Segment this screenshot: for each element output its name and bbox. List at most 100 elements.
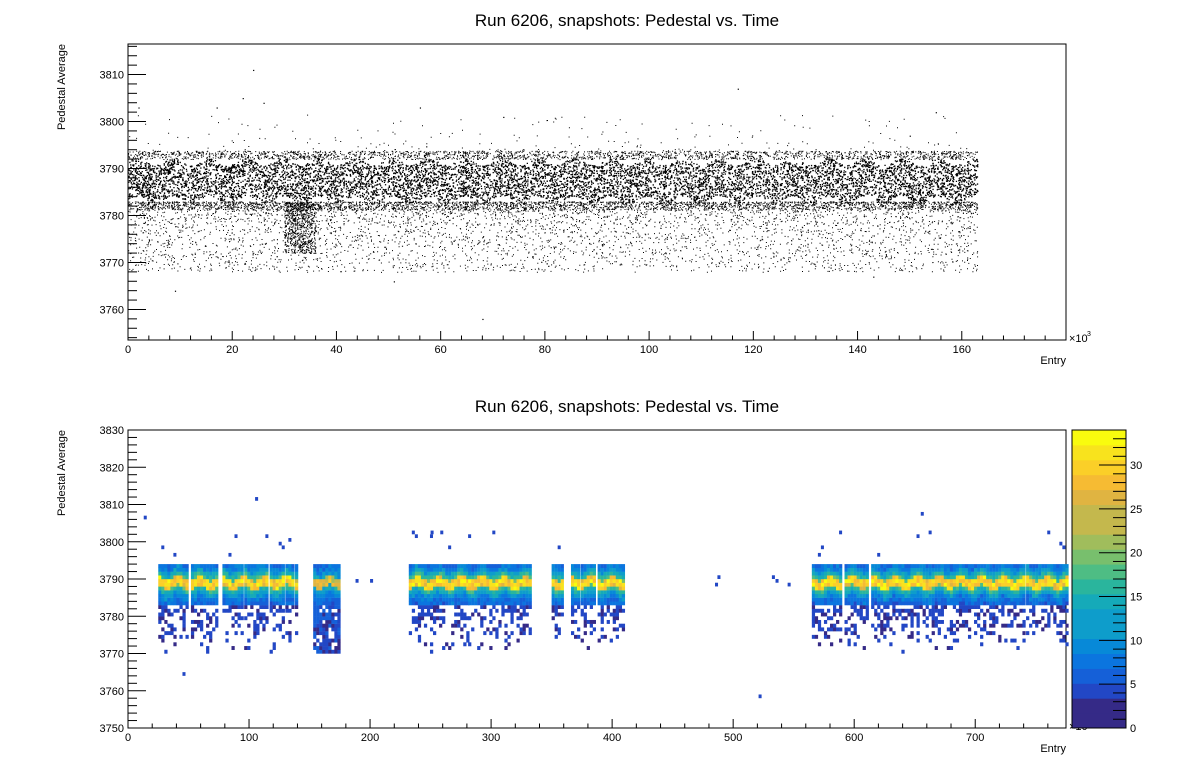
- scatter-points: [128, 69, 979, 321]
- outlier-point: [503, 116, 505, 119]
- outlier-point: [263, 102, 265, 104]
- colorbar-swatch: [1072, 653, 1126, 669]
- outlier-point: [419, 107, 422, 109]
- x-tick-label: 160: [953, 344, 971, 356]
- y-axis-label: Pedestal Average: [56, 44, 68, 130]
- heatmap-segment: [844, 564, 863, 647]
- x-tick-label: 80: [539, 344, 551, 356]
- colorbar-swatch: [1072, 459, 1126, 476]
- plot-2: Run 6206, snapshots: Pedestal vs. Time Pe…: [56, 397, 1091, 755]
- heatmap-segment: [295, 564, 299, 636]
- x-tick-label: 140: [848, 344, 866, 356]
- isolated-cell: [440, 530, 444, 535]
- heatmap-segment: [1026, 530, 1069, 647]
- colorbar-swatch: [1072, 593, 1126, 610]
- low-tail: [128, 201, 979, 273]
- colorbar-swatch: [1072, 713, 1126, 729]
- outlier-point: [909, 135, 911, 137]
- y-tick-label: 3780: [100, 611, 124, 623]
- colorbar-swatch: [1072, 579, 1126, 595]
- isolated-cell: [787, 582, 791, 587]
- colorbar-swatch: [1072, 549, 1126, 565]
- isolated-cell: [370, 579, 374, 583]
- outlier-point: [253, 69, 255, 72]
- x-tick-label: 400: [603, 732, 621, 744]
- y-tick-label: 3810: [100, 70, 124, 82]
- colorbar-swatch: [1072, 638, 1126, 654]
- x-tick-label: 700: [966, 732, 984, 744]
- isolated-cell: [775, 579, 779, 583]
- colorbar-tick-label: 15: [1130, 592, 1142, 604]
- colorbar: 0 5 10 15 20 25 30: [1071, 429, 1142, 735]
- heatmap-segment: [244, 534, 269, 650]
- colorbar-swatch: [1072, 430, 1126, 446]
- y-tick-label: 3750: [100, 723, 124, 735]
- y-tick-label: 3790: [100, 574, 124, 586]
- colorbar-tick-label: 0: [1130, 723, 1136, 735]
- y-tick-label: 3810: [100, 500, 124, 512]
- y-tick-label: 3800: [100, 117, 124, 129]
- chart-title: Run 6206, snapshots: Pedestal vs. Time: [475, 11, 779, 30]
- y-tick-label: 3800: [100, 537, 124, 549]
- y-tick-label: 3830: [100, 425, 124, 437]
- outlier-point: [935, 112, 937, 114]
- heatmap-segment: [570, 564, 581, 639]
- chart-title: Run 6206, snapshots: Pedestal vs. Time: [475, 397, 779, 416]
- outlier-point: [873, 276, 875, 278]
- colorbar-swatch: [1072, 504, 1126, 520]
- y-tick-label: 3820: [100, 462, 124, 474]
- x-tick-label: 0: [125, 344, 131, 356]
- heatmap-segment: [190, 564, 219, 654]
- isolated-cell: [920, 511, 924, 516]
- heatmap-segment: [862, 564, 869, 650]
- colorbar-tick-label: 30: [1130, 460, 1142, 472]
- y-tick-label: 3790: [100, 164, 124, 176]
- x-tick-label: 200: [361, 732, 379, 744]
- heatmap-segment: [408, 530, 470, 654]
- x-tick-label: 100: [640, 344, 658, 356]
- x-tick-label: 40: [330, 344, 342, 356]
- heatmap-segment: [551, 545, 564, 639]
- colorbar-swatch: [1072, 698, 1126, 714]
- x-tick-label: 20: [226, 344, 238, 356]
- colorbar-swatch: [1072, 519, 1126, 535]
- x-tick-label: 600: [845, 732, 863, 744]
- y-tick-label: 3770: [100, 257, 124, 269]
- outlier-point: [174, 290, 177, 292]
- colorbar-tick-label: 25: [1130, 504, 1142, 516]
- x-tick-label: 500: [724, 732, 742, 744]
- heatmap-segment: [285, 538, 295, 643]
- colorbar-tick-label: 20: [1130, 548, 1142, 560]
- colorbar-swatch: [1072, 534, 1126, 550]
- colorbar-swatch: [1072, 444, 1126, 461]
- outlier-point: [138, 107, 140, 109]
- high-tail: [129, 114, 977, 154]
- isolated-cell: [255, 497, 259, 501]
- colorbar-swatch: [1072, 474, 1126, 491]
- heatmap-segment: [580, 564, 596, 650]
- y-tick-label: 3760: [100, 304, 124, 316]
- y-axis-label: Pedestal Average: [56, 430, 68, 516]
- isolated-cell: [143, 515, 147, 520]
- x-tick-label: 60: [435, 344, 447, 356]
- x-tick-label: 100: [240, 732, 258, 744]
- colorbar-tick-label: 5: [1130, 679, 1136, 691]
- isolated-cell: [182, 672, 186, 676]
- outlier-point: [216, 107, 218, 109]
- heatmap-segment: [158, 545, 189, 654]
- heatmap-segment: [313, 564, 341, 654]
- x-exponent-label: ×10: [1069, 333, 1088, 345]
- heatmap-segment: [222, 534, 244, 650]
- isolated-cell: [430, 530, 434, 535]
- heatmap-segment: [597, 564, 626, 643]
- x-tick-label: 0: [125, 732, 131, 744]
- isolated-cell: [715, 582, 719, 587]
- colorbar-swatch: [1072, 668, 1126, 684]
- outlier-point: [737, 88, 739, 90]
- colorbar-swatch: [1072, 489, 1126, 505]
- heatmap-cells: [143, 497, 1069, 699]
- dense-band: [128, 158, 979, 204]
- colorbar-swatch: [1072, 683, 1126, 699]
- outlier-point: [482, 318, 484, 321]
